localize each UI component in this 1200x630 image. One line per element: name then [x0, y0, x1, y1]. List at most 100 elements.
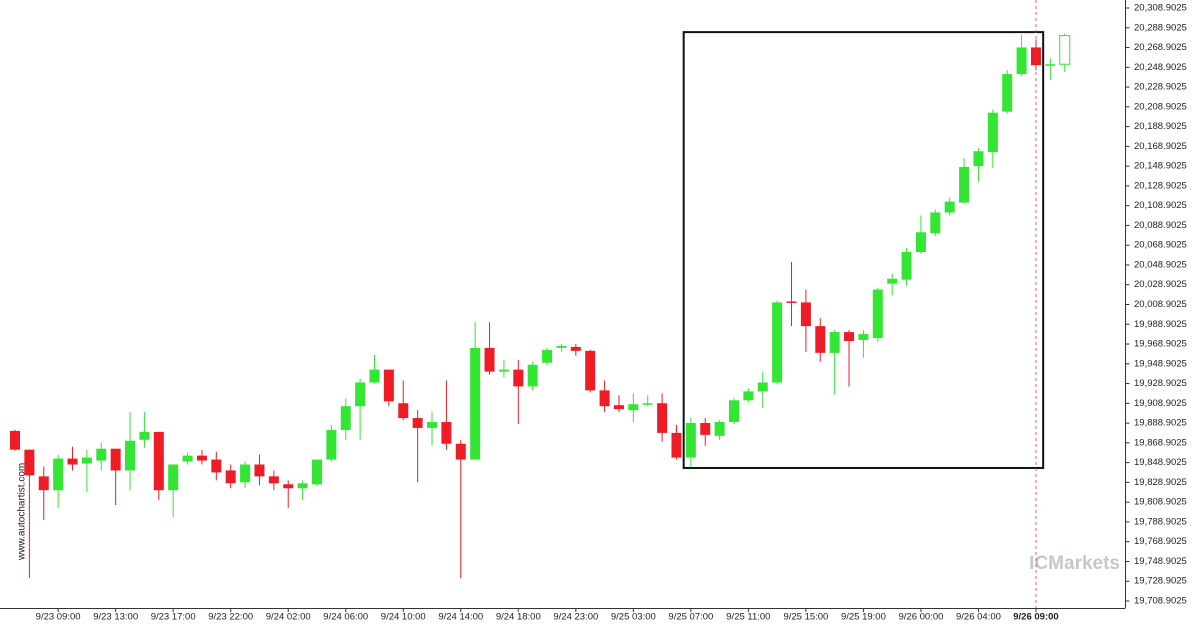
x-tick-label: 9/24 10:00	[381, 612, 426, 623]
x-tick-label: 9/24 23:00	[553, 612, 598, 623]
candle-body	[38, 476, 49, 491]
y-tick-label: 19,868.9025	[1134, 437, 1187, 448]
candle-body	[211, 459, 222, 473]
y-tick-label: 20,248.9025	[1134, 62, 1187, 73]
candle-body	[10, 430, 20, 450]
candle-body	[959, 167, 970, 203]
y-tick-label: 20,268.9025	[1134, 42, 1187, 53]
x-tick-label: 9/25 07:00	[668, 612, 713, 623]
candle-body	[470, 347, 481, 460]
y-tick-label: 20,288.9025	[1134, 22, 1187, 33]
x-tick-label: 9/26 09:00	[1013, 612, 1058, 623]
y-tick-label: 19,748.9025	[1134, 556, 1187, 567]
candle-body	[484, 347, 495, 372]
x-tick-label: 9/25 15:00	[783, 612, 828, 623]
x-tick-label: 9/23 09:00	[36, 612, 81, 623]
candle-body	[125, 440, 136, 471]
candle-body	[139, 431, 150, 440]
candle-body	[915, 232, 926, 253]
candle-body	[340, 406, 351, 430]
candle-body	[987, 112, 998, 153]
candle-body	[772, 302, 783, 383]
candle-body	[383, 369, 394, 402]
x-tick-label: 9/23 13:00	[93, 612, 138, 623]
x-tick-label: 9/25 03:00	[611, 612, 656, 623]
candle-body	[714, 422, 725, 436]
candle-body	[96, 448, 107, 461]
candle-body	[628, 404, 639, 411]
candle-body	[513, 369, 524, 387]
candle-body	[254, 464, 265, 477]
candle-body	[225, 470, 236, 484]
candle-body	[196, 455, 207, 461]
x-tick-label: 9/25 11:00	[726, 612, 770, 623]
y-tick-label: 19,788.9025	[1134, 516, 1187, 527]
x-tick-label: 9/24 14:00	[438, 612, 483, 623]
x-tick-label: 9/24 18:00	[496, 612, 541, 623]
candle-body	[153, 431, 164, 491]
y-tick-label: 20,008.9025	[1134, 299, 1187, 310]
candle-body	[427, 422, 438, 428]
y-tick-label: 20,128.9025	[1134, 180, 1187, 191]
candle-body	[1059, 35, 1071, 65]
x-tick-label: 9/23 22:00	[208, 612, 253, 623]
candle-body	[585, 350, 596, 391]
candle-body	[283, 484, 294, 489]
y-tick-label: 19,768.9025	[1134, 536, 1187, 547]
candle-body	[24, 449, 35, 476]
candle-body	[53, 458, 64, 491]
candle-body	[657, 403, 668, 433]
candle-body	[829, 332, 840, 353]
candle-body	[930, 212, 941, 234]
candle-body	[844, 332, 855, 341]
candle-body	[297, 483, 308, 489]
candle-body	[729, 400, 739, 423]
y-tick-label: 20,068.9025	[1134, 240, 1187, 251]
candle-body	[326, 429, 337, 460]
candle-body	[441, 422, 452, 444]
y-tick-label: 20,308.9025	[1134, 3, 1187, 14]
logo: ICMarkets	[1029, 553, 1120, 574]
candle-body	[398, 403, 409, 419]
y-tick-label: 19,708.9025	[1134, 596, 1187, 607]
candle-body	[527, 364, 538, 387]
y-tick-label: 19,828.9025	[1134, 477, 1187, 488]
y-tick-label: 19,928.9025	[1134, 378, 1187, 389]
candle-body	[599, 390, 610, 407]
candle-body	[240, 464, 251, 483]
y-tick-label: 19,948.9025	[1134, 358, 1187, 369]
x-tick-label: 9/23 17:00	[151, 612, 196, 623]
candle-body	[887, 278, 898, 284]
y-tick-label: 20,188.9025	[1134, 121, 1187, 132]
candle-body	[1045, 64, 1056, 66]
y-tick-label: 19,968.9025	[1134, 339, 1187, 350]
candle-body	[944, 201, 955, 213]
y-tick-label: 19,728.9025	[1134, 576, 1187, 587]
candle-body	[81, 457, 92, 464]
candle-body	[556, 345, 567, 348]
candle-body	[757, 382, 768, 392]
y-tick-label: 19,848.9025	[1134, 457, 1187, 468]
candle-body	[268, 476, 279, 484]
y-tick-label: 20,088.9025	[1134, 220, 1187, 231]
candle-body	[700, 423, 711, 435]
candle-body	[685, 423, 696, 458]
candle-body	[311, 459, 322, 485]
candle-body	[182, 455, 193, 462]
candle-body	[355, 382, 366, 407]
candle-body	[973, 151, 984, 167]
y-tick-label: 20,048.9025	[1134, 259, 1187, 270]
y-tick-label: 19,908.9025	[1134, 398, 1187, 409]
candle-body	[455, 443, 466, 460]
y-tick-label: 20,108.9025	[1134, 200, 1187, 211]
y-tick-label: 20,148.9025	[1134, 161, 1187, 172]
watermark: www.autochartist.com	[17, 463, 28, 561]
candle-body	[800, 302, 811, 327]
y-tick-label: 20,168.9025	[1134, 141, 1187, 152]
candle-body	[901, 252, 912, 280]
candle-body	[570, 346, 581, 351]
pattern-box	[682, 31, 1045, 469]
x-tick-label: 9/26 04:00	[956, 612, 1001, 623]
